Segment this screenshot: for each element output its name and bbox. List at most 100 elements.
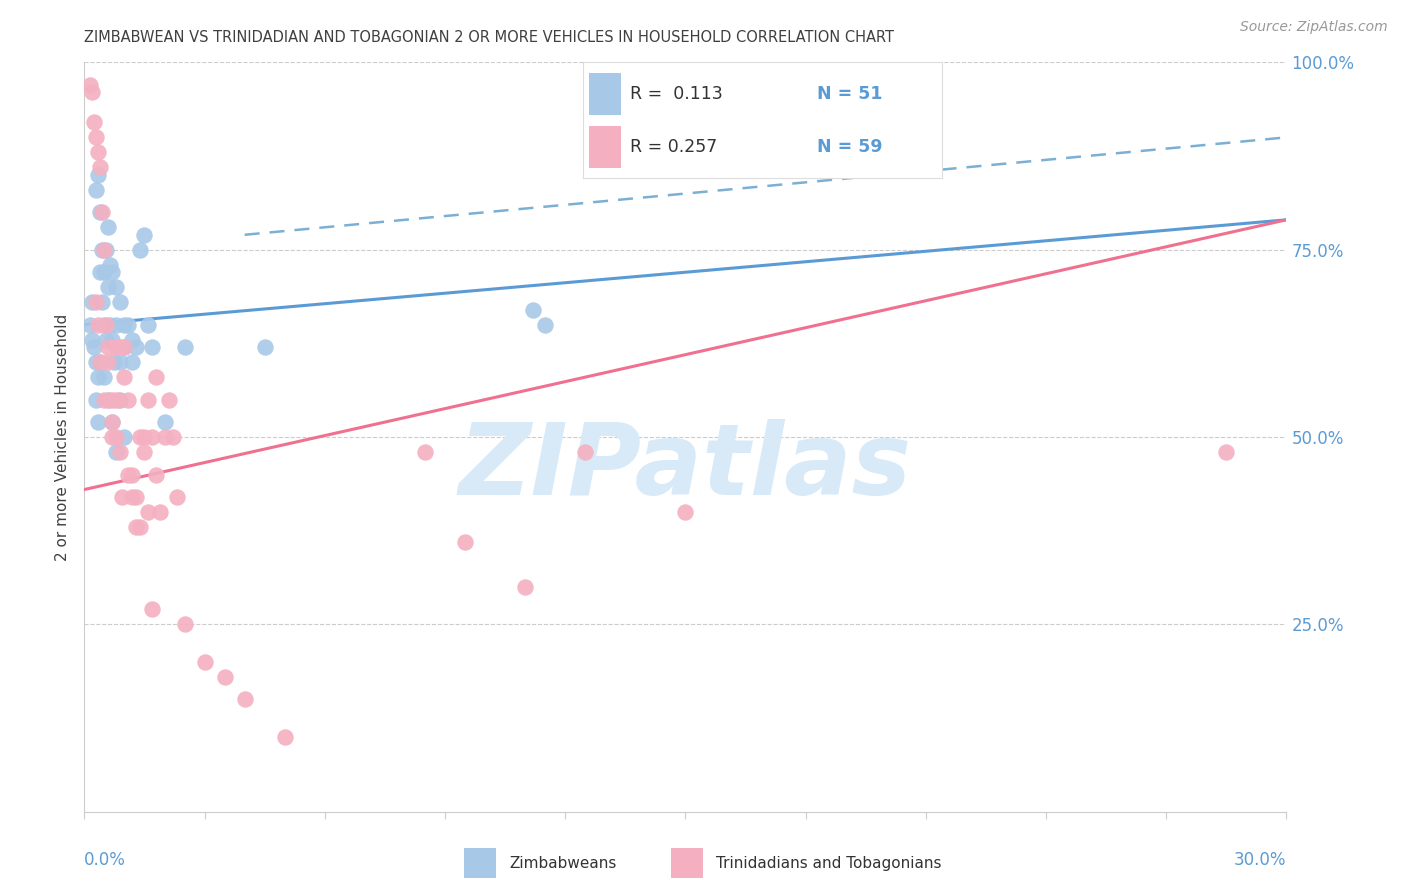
Point — [110, 392, 132, 407]
Point — [134, 445, 156, 459]
Point — [141, 602, 163, 616]
Point — [121, 355, 143, 369]
Y-axis label: 2 or more Vehicles in Household: 2 or more Vehicles in Household — [55, 313, 70, 561]
Point — [100, 258, 122, 272]
Point — [173, 340, 195, 354]
Point — [515, 580, 537, 594]
Point — [138, 392, 160, 407]
Point — [101, 333, 124, 347]
Point — [134, 430, 156, 444]
Point — [93, 392, 115, 407]
Point — [121, 490, 143, 504]
Point — [117, 392, 139, 407]
Point — [86, 183, 108, 197]
Text: Zimbabweans: Zimbabweans — [509, 856, 616, 871]
Point — [89, 355, 111, 369]
Point — [105, 340, 128, 354]
Point — [114, 370, 135, 384]
Point — [100, 392, 122, 407]
Point — [141, 340, 163, 354]
Point — [110, 355, 132, 369]
Point — [89, 161, 111, 175]
Point — [194, 655, 217, 669]
Point — [93, 318, 115, 332]
Point — [86, 130, 108, 145]
Point — [153, 415, 176, 429]
Point — [110, 340, 132, 354]
Point — [97, 280, 120, 294]
Point — [86, 355, 108, 369]
Point — [129, 430, 152, 444]
Point — [96, 318, 118, 332]
Point — [114, 340, 135, 354]
Point — [97, 340, 120, 354]
Text: R = 0.257: R = 0.257 — [630, 138, 717, 156]
FancyBboxPatch shape — [589, 126, 621, 168]
Point — [87, 168, 110, 182]
Text: ZIMBABWEAN VS TRINIDADIAN AND TOBAGONIAN 2 OR MORE VEHICLES IN HOUSEHOLD CORRELA: ZIMBABWEAN VS TRINIDADIAN AND TOBAGONIAN… — [84, 29, 894, 45]
Point — [134, 227, 156, 242]
Point — [91, 243, 114, 257]
Point — [107, 392, 129, 407]
Point — [173, 617, 195, 632]
Point — [103, 355, 125, 369]
Point — [89, 205, 111, 219]
Point — [145, 370, 167, 384]
Point — [97, 220, 120, 235]
Point — [129, 243, 152, 257]
Point — [89, 265, 111, 279]
Point — [101, 430, 124, 444]
Point — [114, 340, 135, 354]
Point — [82, 333, 104, 347]
Point — [101, 415, 124, 429]
Text: 0.0%: 0.0% — [84, 851, 127, 869]
Point — [100, 318, 122, 332]
Point — [274, 730, 297, 744]
Point — [114, 430, 135, 444]
Point — [87, 145, 110, 160]
Point — [138, 505, 160, 519]
Point — [214, 670, 236, 684]
Point — [97, 355, 120, 369]
Point — [83, 340, 105, 354]
FancyBboxPatch shape — [589, 73, 621, 114]
Point — [129, 520, 152, 534]
Point — [91, 295, 114, 310]
Point — [114, 318, 135, 332]
Point — [86, 392, 108, 407]
Point — [96, 243, 118, 257]
Point — [87, 318, 110, 332]
Point — [91, 205, 114, 219]
Point — [101, 265, 124, 279]
Point — [1215, 445, 1237, 459]
Point — [110, 295, 132, 310]
Point — [86, 295, 108, 310]
Point — [141, 430, 163, 444]
Point — [121, 467, 143, 482]
Point — [105, 280, 128, 294]
Point — [96, 333, 118, 347]
Text: 30.0%: 30.0% — [1234, 851, 1286, 869]
Point — [153, 430, 176, 444]
Point — [522, 302, 544, 317]
Point — [87, 415, 110, 429]
Point — [157, 392, 180, 407]
Point — [93, 265, 115, 279]
Text: N = 51: N = 51 — [817, 85, 882, 103]
Point — [121, 333, 143, 347]
Point — [103, 392, 125, 407]
Point — [105, 445, 128, 459]
FancyBboxPatch shape — [671, 848, 703, 879]
Text: Trinidadians and Tobagonians: Trinidadians and Tobagonians — [716, 856, 942, 871]
Point — [138, 318, 160, 332]
Point — [413, 445, 436, 459]
Point — [105, 318, 128, 332]
Point — [253, 340, 276, 354]
Text: ZIPatlas: ZIPatlas — [458, 418, 912, 516]
Point — [110, 445, 132, 459]
Point — [89, 355, 111, 369]
Point — [97, 392, 120, 407]
Point — [87, 370, 110, 384]
Text: R =  0.113: R = 0.113 — [630, 85, 723, 103]
Point — [675, 505, 697, 519]
